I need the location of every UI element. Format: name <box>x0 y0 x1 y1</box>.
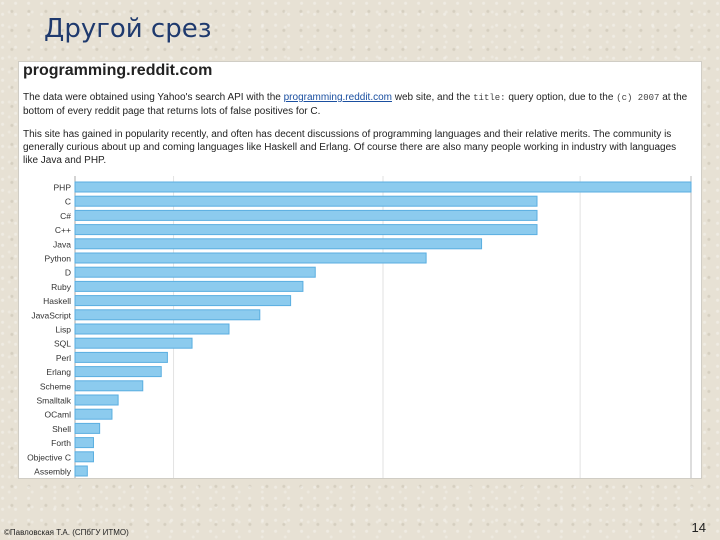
category-label: JavaScript <box>31 310 71 320</box>
category-label: Perl <box>56 353 71 363</box>
bar-shell <box>74 422 101 434</box>
bar-c- <box>74 209 538 221</box>
para-text: The data were obtained using Yahoo's sea… <box>23 92 284 103</box>
language-popularity-chart: PHP C C# C++ Java Python D Ruby Haskell JavaScrip… <box>27 176 692 478</box>
slide-title: Другой срез <box>44 14 212 44</box>
category-label: C++ <box>55 225 71 235</box>
bar-forth <box>74 437 94 449</box>
category-label: Lisp <box>55 325 71 335</box>
bar-python <box>74 252 427 264</box>
bar-php <box>74 181 692 193</box>
para-text: query option, due to the <box>505 92 617 103</box>
site-description-paragraph: This site has gained in popularity recen… <box>23 129 677 166</box>
bar-perl <box>74 351 168 363</box>
bar-c <box>74 195 538 207</box>
bar-sql <box>74 337 193 349</box>
bar-lisp <box>74 323 230 335</box>
bar-objective-c <box>74 451 94 463</box>
category-label: Assembly <box>34 467 72 477</box>
category-label: Shell <box>52 424 71 434</box>
bar-java <box>74 238 483 250</box>
category-label: Haskell <box>43 296 71 306</box>
bar-ruby <box>74 280 304 292</box>
bar-scheme <box>74 380 144 392</box>
bar-smalltalk <box>74 394 119 406</box>
bar-erlang <box>74 366 162 378</box>
page-number: 14 <box>691 520 706 535</box>
bar-d <box>74 266 316 278</box>
category-label: C <box>65 197 71 207</box>
bar-haskell <box>74 295 292 307</box>
category-label: Objective C <box>27 452 71 462</box>
category-label: Scheme <box>40 381 71 391</box>
code-snippet: (c) 2007 <box>616 93 660 103</box>
bar-c- <box>74 224 538 236</box>
category-label: PHP <box>54 183 72 193</box>
site-link[interactable]: programming.reddit.com <box>283 92 392 103</box>
para-text: web site, and the <box>391 92 474 103</box>
category-label: Ruby <box>51 282 72 292</box>
content-panel: programming.reddit.com The data were obt… <box>18 61 702 479</box>
footer-credit: ©Павловская Т.А. (СПбГУ ИТМО) <box>4 528 129 537</box>
category-label: Forth <box>51 438 71 448</box>
category-label: Python <box>45 254 72 264</box>
category-label: Erlang <box>46 367 71 377</box>
panel-heading: programming.reddit.com <box>23 62 213 79</box>
bar-assembly <box>74 465 88 477</box>
category-label: OCaml <box>45 410 72 420</box>
category-label: Smalltalk <box>37 396 72 406</box>
para-text: at the bottom of every reddit page that … <box>23 92 688 117</box>
bar-ocaml <box>74 408 113 420</box>
category-label: C# <box>60 211 71 221</box>
bar-javascript <box>74 309 261 321</box>
category-label: Java <box>53 239 71 249</box>
code-snippet: title: <box>473 93 506 103</box>
category-label: SQL <box>54 339 71 349</box>
category-label: D <box>65 268 71 278</box>
description-paragraph: The data were obtained using Yahoo's sea… <box>23 91 691 118</box>
